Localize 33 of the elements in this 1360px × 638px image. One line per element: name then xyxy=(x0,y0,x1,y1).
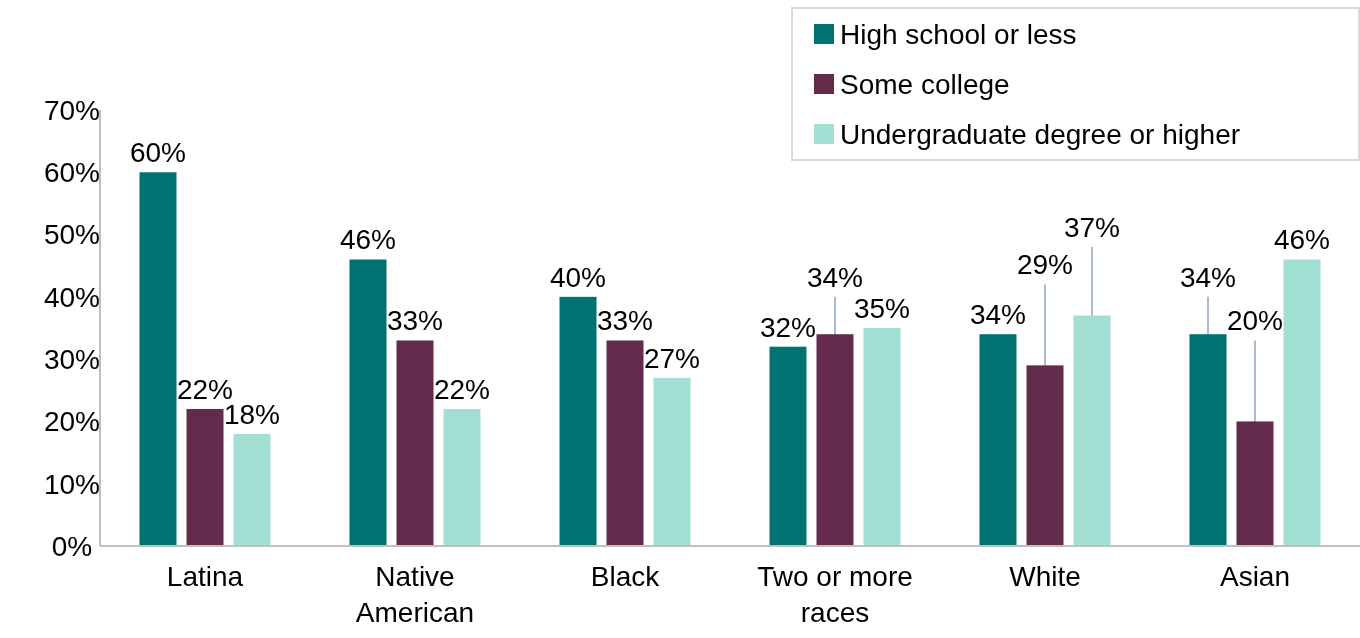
data-label: 33% xyxy=(386,305,444,337)
data-label: 20% xyxy=(1226,305,1284,337)
x-tick-label: Two or more races xyxy=(757,561,913,628)
data-label: 46% xyxy=(339,224,397,256)
x-tick-label: Latina xyxy=(166,561,244,592)
x-tick-label: White xyxy=(1009,561,1081,592)
data-label: 33% xyxy=(596,305,654,337)
data-label: 37% xyxy=(1063,212,1121,244)
y-tick-label: 70% xyxy=(43,94,101,126)
x-tick-label: Asian xyxy=(1219,561,1291,592)
x-tick-label: Black xyxy=(590,561,661,592)
y-tick-label: 30% xyxy=(43,343,101,375)
y-tick-label: 60% xyxy=(43,157,101,189)
data-label: 29% xyxy=(1016,249,1074,281)
y-tick-label: 50% xyxy=(43,219,101,251)
data-label: 46% xyxy=(1273,224,1331,256)
x-tick-label: Native American xyxy=(355,561,475,628)
legend-label: Some college xyxy=(840,68,1010,100)
data-label: 32% xyxy=(759,311,817,343)
data-label: 27% xyxy=(643,342,701,374)
data-label: 34% xyxy=(969,299,1027,331)
y-tick-label: 20% xyxy=(43,406,101,438)
data-label: 40% xyxy=(549,261,607,293)
data-label: 22% xyxy=(433,373,491,405)
legend-label: Undergraduate degree or higher xyxy=(840,118,1241,150)
data-label: 34% xyxy=(806,261,864,293)
y-tick-label: 10% xyxy=(43,468,101,500)
data-label: 35% xyxy=(853,293,911,324)
legend-label: High school or less xyxy=(840,18,1077,50)
data-label: 60% xyxy=(129,137,187,169)
data-label: 34% xyxy=(1179,261,1237,293)
y-tick-label: 40% xyxy=(43,281,101,313)
y-tick-label: 0% xyxy=(51,530,93,562)
